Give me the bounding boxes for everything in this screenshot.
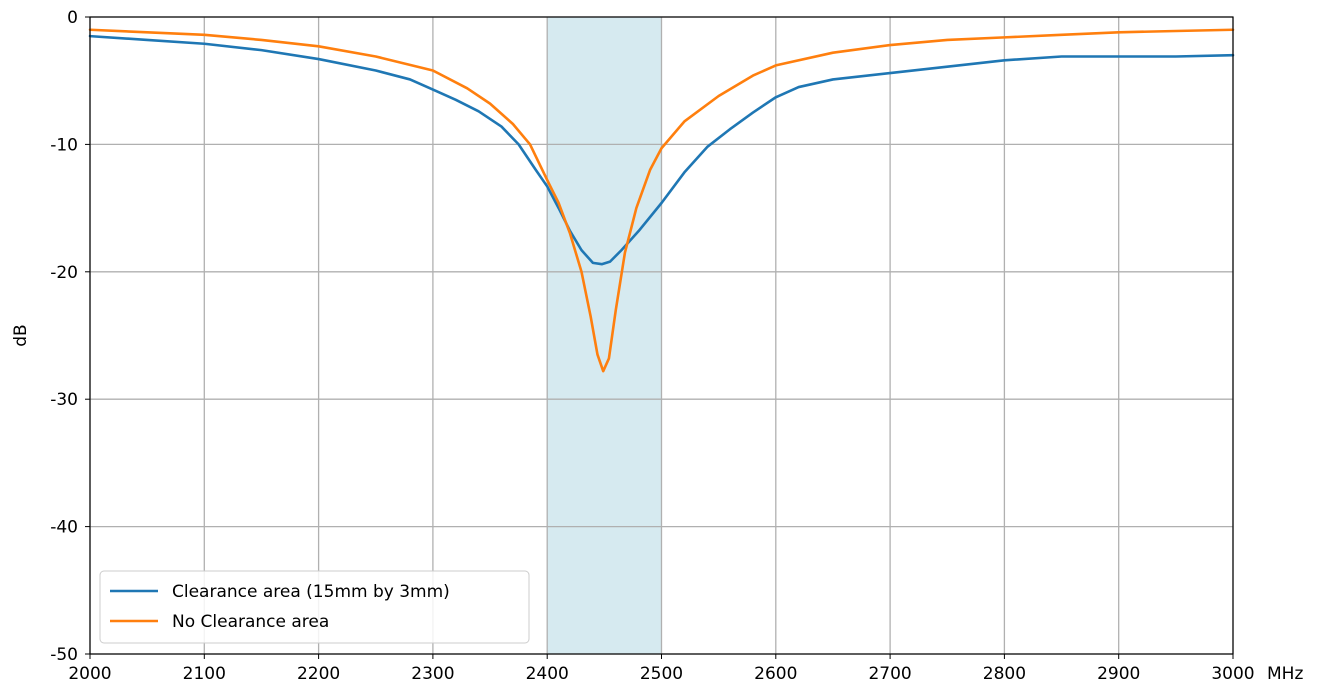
highlight-band-layer [547, 17, 662, 654]
y-tick-label-0: 0 [67, 8, 78, 28]
y-tick-label-3: -30 [50, 390, 78, 410]
x-tick-label-8: 2800 [983, 664, 1026, 684]
x-tick-label-6: 2600 [754, 664, 797, 684]
x-tick-label-0: 2000 [68, 664, 111, 684]
series-line-0 [88, 34, 1235, 266]
y-tick-label-1: -10 [50, 135, 78, 155]
y-tick-label-4: -40 [50, 518, 78, 538]
x-tick-label-3: 2300 [411, 664, 454, 684]
highlight-band [547, 17, 662, 654]
x-axis-unit: MHz [1267, 664, 1303, 684]
y-tick-label-2: -20 [50, 263, 78, 283]
x-tick-label-2: 2200 [297, 664, 340, 684]
legend-label-1: No Clearance area [172, 612, 329, 632]
x-tick-label-1: 2100 [183, 664, 226, 684]
legend-box [99, 570, 530, 644]
x-tick-label-10: 3000 [1211, 664, 1254, 684]
x-tick-label-5: 2500 [640, 664, 683, 684]
y-axis-ticks: 0 -10 -20 -30 -40 -50 [50, 8, 90, 665]
x-tick-label-9: 2900 [1097, 664, 1140, 684]
y-tick-label-5: -50 [50, 645, 78, 665]
x-axis-ticks: 2000 2100 2200 2300 2400 2500 2600 2700 2800 2900… [68, 654, 1255, 684]
legend-label-0: Clearance area (15mm by 3mm) [172, 582, 450, 602]
x-tick-label-4: 2400 [526, 664, 569, 684]
legend: Clearance area (15mm by 3mm) No Clearance… [99, 570, 530, 644]
y-axis-label: dB [11, 324, 31, 346]
series-line-1 [88, 28, 1235, 373]
legend-items: Clearance area (15mm by 3mm) No Clearance… [110, 582, 450, 632]
x-tick-label-7: 2700 [868, 664, 911, 684]
series-layer [88, 28, 1235, 373]
